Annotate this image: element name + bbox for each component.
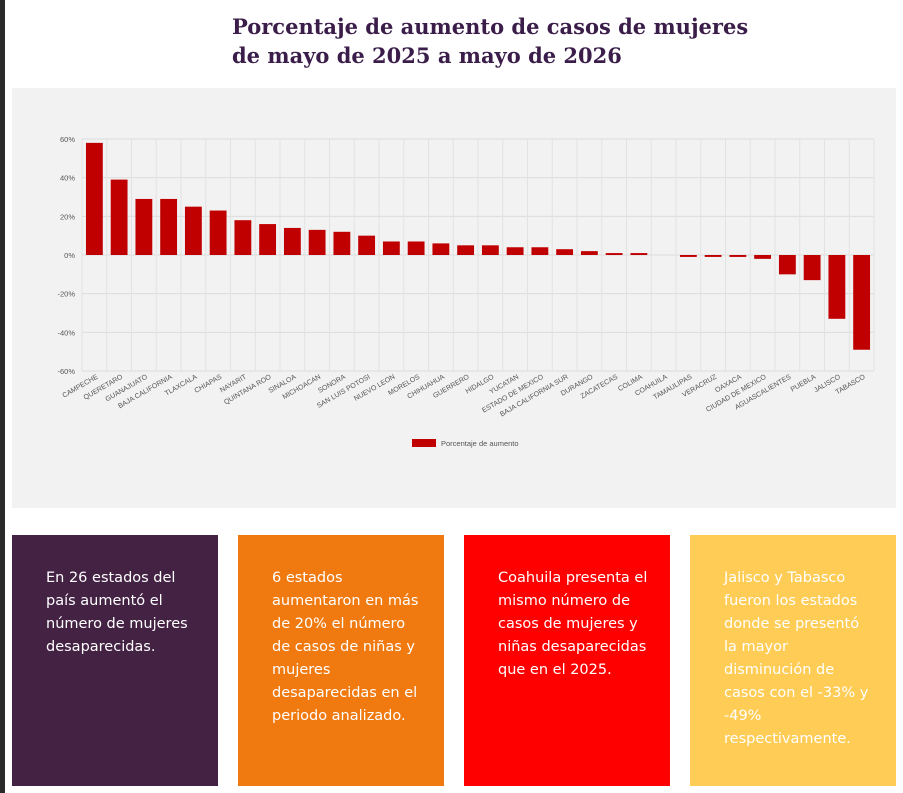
y-tick-label: -40% <box>57 328 75 337</box>
bar-guanajuato <box>135 198 153 255</box>
legend-label: Porcentaje de aumento <box>441 439 519 448</box>
bar-queretaro <box>110 179 128 255</box>
title-line-2: de mayo de 2025 a mayo de 2026 <box>232 43 622 68</box>
summary-card-3: Coahuila presenta el mismo número de cas… <box>464 535 670 786</box>
bar-nayarit <box>234 220 252 255</box>
window-edge <box>0 0 5 793</box>
bar-colima <box>630 253 648 255</box>
bar-guerrero <box>457 245 475 255</box>
summary-card-4: Jalisco y Tabasco fueron los estados don… <box>690 535 896 786</box>
bar-ciudad-de-mexico <box>754 255 772 259</box>
bar-tabasco <box>853 255 871 350</box>
y-tick-label: -20% <box>57 290 75 299</box>
summary-card-text: Coahuila presenta el mismo número de cas… <box>498 570 648 678</box>
bar-sonora <box>333 231 351 255</box>
page-title: Porcentaje de aumento de casos de mujere… <box>232 12 752 70</box>
bar-morelos <box>407 241 425 255</box>
x-tick-label: CHIAPAS <box>193 374 223 395</box>
bar-baja-california-sur <box>556 249 574 255</box>
bar-puebla <box>803 255 821 281</box>
y-tick-label: -60% <box>57 367 75 376</box>
bar-zacatecas <box>605 253 623 255</box>
bar-yucatan <box>506 247 524 255</box>
bar-estado-de-mexico <box>531 247 549 255</box>
y-tick-label: 60% <box>60 135 75 144</box>
bar-chart: -60%-40%-20%0%20%40%60%CAMPECHEQUERETARO… <box>57 135 875 448</box>
bar-jalisco <box>828 255 846 319</box>
bar-campeche <box>85 142 103 255</box>
bar-chiapas <box>209 210 227 255</box>
summary-card-1: En 26 estados del país aumentó el número… <box>12 535 218 786</box>
bar-nuevo-leon <box>382 241 400 255</box>
bar-hidalgo <box>481 245 499 255</box>
bar-tlaxcala <box>184 206 202 255</box>
bar-durango <box>580 251 598 255</box>
bar-quintana-roo <box>259 224 277 255</box>
x-tick-label: QUINTANA ROO <box>223 373 273 406</box>
bar-chihuahua <box>432 243 450 255</box>
bar-veracruz <box>704 255 722 257</box>
bar-oaxaca <box>729 255 747 257</box>
bar-sinaloa <box>283 227 301 255</box>
y-tick-label: 20% <box>60 212 75 221</box>
bar-baja-california <box>160 198 178 255</box>
chart-panel: -60% -40% -20% 0% 20% 40% 60% CAMPECHE QUERETARO… <box>12 88 896 508</box>
bar-san-luis-potosi <box>358 235 376 255</box>
x-tick-label: PUEBLA <box>790 374 818 394</box>
legend-swatch <box>412 439 436 447</box>
y-tick-label: 40% <box>60 174 75 183</box>
title-line-1: Porcentaje de aumento de casos de mujere… <box>232 14 749 39</box>
summary-card-text: En 26 estados del país aumentó el número… <box>46 570 188 655</box>
bar-michoacan <box>308 229 326 255</box>
bar-tamaulipas <box>679 255 697 257</box>
summary-card-text: Jalisco y Tabasco fueron los estados don… <box>724 570 869 747</box>
summary-card-2: 6 estados aumentaron en más de 20% el nú… <box>238 535 444 786</box>
bar-aguascalientes <box>778 255 796 275</box>
summary-card-text: 6 estados aumentaron en más de 20% el nú… <box>272 570 419 724</box>
y-tick-label: 0% <box>64 251 75 260</box>
